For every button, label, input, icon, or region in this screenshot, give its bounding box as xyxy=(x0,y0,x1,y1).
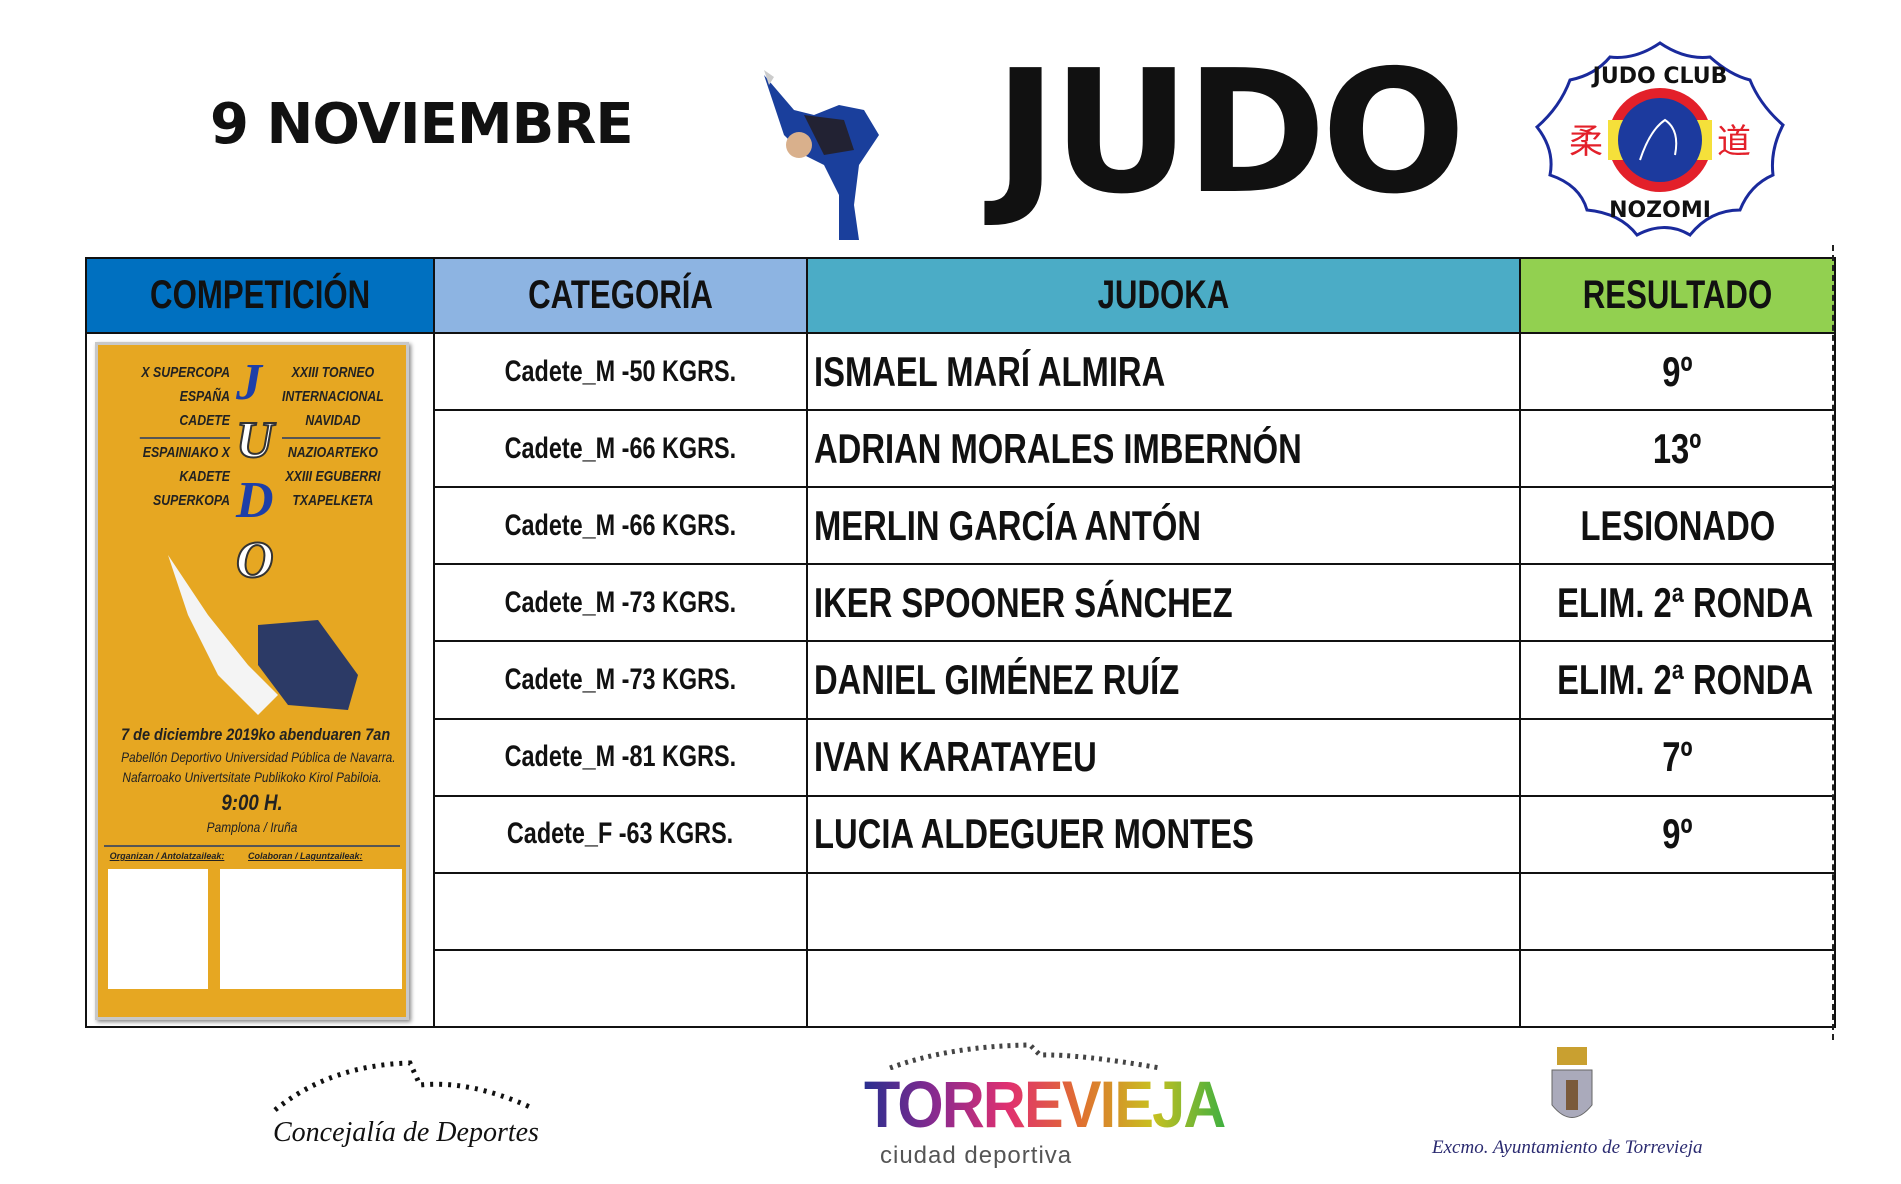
category-cell: Cadete_M -50 KGRS. xyxy=(433,331,808,412)
result-cell: 9º xyxy=(1519,794,1836,874)
page-title: JUDO xyxy=(994,34,1466,232)
judoka-cell: DANIEL GIMÉNEZ RUÍZ xyxy=(806,640,1521,720)
poster-venue-eu: Nafarroako Univertsitate Publikoko Kirol… xyxy=(122,769,382,785)
poster-letter-u: U xyxy=(235,412,275,469)
result-cell: 9º xyxy=(1519,331,1836,412)
category-cell: Cadete_M -73 KGRS. xyxy=(433,640,808,720)
coat-of-arms-icon xyxy=(1551,1047,1593,1118)
poster-cell: X SUPERCOPA ESPAÑA CADETE ESPAINIAKO X KADE… xyxy=(85,332,435,1028)
poster-organizer-logos xyxy=(108,869,208,989)
table-row: Cadete_M -66 KGRS. ADRIAN MORALES IMBERNÓ… xyxy=(86,409,1836,489)
judoka-cell: IKER SPOONER SÁNCHEZ xyxy=(806,563,1521,643)
ayuntamiento-torrevieja-logo: Excmo. Ayuntamiento de Torrevieja xyxy=(1430,1045,1720,1165)
judoka-cell xyxy=(806,948,1521,1029)
result-cell: ELIM. 2ª RONDA xyxy=(1519,640,1836,720)
result-cell xyxy=(1519,948,1836,1029)
club-logo-bottom-text: NOZOMI xyxy=(1609,198,1711,223)
result-cell: ELIM. 2ª RONDA xyxy=(1519,563,1836,643)
judoka-cell xyxy=(806,871,1521,951)
poster-judokas-illustration xyxy=(168,555,358,715)
table-header-row: COMPETICIÓN CATEGORÍA JUDOKA RESULTADO xyxy=(85,257,1836,334)
category-cell: Cadete_M -81 KGRS. xyxy=(433,717,808,797)
poster-left-lines: X SUPERCOPA ESPAÑA CADETE ESPAINIAKO X KADE… xyxy=(139,364,230,509)
category-cell xyxy=(433,871,808,951)
judoka-cell: IVAN KARATAYEU xyxy=(806,717,1521,797)
club-logo-top-text: JUDO CLUB xyxy=(1591,64,1728,89)
category-cell: Cadete_M -73 KGRS. xyxy=(433,563,808,643)
torrevieja-ciudad-deportiva-logo: TORREVIEJA ciudad deportiva xyxy=(860,1040,1226,1180)
poster-letter-d: D xyxy=(236,472,274,529)
header-competicion: COMPETICIÓN xyxy=(85,257,435,334)
result-cell: 7º xyxy=(1519,717,1836,797)
competition-poster: X SUPERCOPA ESPAÑA CADETE ESPAINIAKO X KADE… xyxy=(95,342,409,1020)
poster-collaborators-label: Colaboran / Laguntzaileak: xyxy=(248,851,363,861)
poster-city: Pamplona / Iruña xyxy=(206,819,298,835)
result-cell: 13º xyxy=(1519,409,1836,489)
category-cell: Cadete_F -63 KGRS. xyxy=(433,794,808,874)
header-categoria: CATEGORÍA xyxy=(433,257,808,334)
results-table: COMPETICIÓN CATEGORÍA JUDOKA RESULTADO X… xyxy=(85,257,1836,1029)
judoka-cell: ISMAEL MARÍ ALMIRA xyxy=(806,331,1521,412)
table-row: Cadete_M -73 KGRS. IKER SPOONER SÁNCHEZ EL… xyxy=(86,563,1836,643)
judoka-cell: ADRIAN MORALES IMBERNÓN xyxy=(806,409,1521,489)
table-row xyxy=(86,948,1836,1029)
poster-letter-o: O xyxy=(235,532,275,589)
poster-date: 7 de diciembre 2019ko abenduaren 7an xyxy=(121,725,391,744)
club-logo-nozomi: JUDO CLUB NOZOMI 柔 道 xyxy=(1534,41,1785,237)
concejalia-deportes-logo: Concejalía de Deportes xyxy=(270,1045,540,1165)
category-cell: Cadete_M -66 KGRS. xyxy=(433,409,808,489)
result-cell: LESIONADO xyxy=(1519,486,1836,566)
table-row: Cadete_M -73 KGRS. DANIEL GIMÉNEZ RUÍZ ELI… xyxy=(86,640,1836,720)
table-row xyxy=(86,871,1836,951)
poster-letter-j: J xyxy=(236,354,262,411)
event-date: 9 NOVIEMBRE xyxy=(210,92,634,157)
judoka-photo xyxy=(764,70,879,240)
judoka-cell: LUCIA ALDEGUER MONTES xyxy=(806,794,1521,874)
poster-time: 9:00 H. xyxy=(221,790,283,815)
category-cell: Cadete_M -66 KGRS. xyxy=(433,486,808,566)
table-row: Cadete_M -66 KGRS. MERLIN GARCÍA ANTÓN LES… xyxy=(86,486,1836,566)
kanji-ju: 柔 xyxy=(1569,123,1603,161)
poster-venue-es: Pabellón Deportivo Universidad Pública d… xyxy=(121,749,396,765)
kanji-do: 道 xyxy=(1717,123,1751,161)
table-row: Cadete_M -81 KGRS. IVAN KARATAYEU 7º xyxy=(86,717,1836,797)
category-cell xyxy=(433,948,808,1029)
poster-right-lines: XXIII TORNEO INTERNACIONAL NAVIDAD NAZIOAR… xyxy=(282,364,384,509)
header-resultado: RESULTADO xyxy=(1519,257,1836,334)
judoka-cell: MERLIN GARCÍA ANTÓN xyxy=(806,486,1521,566)
table-row: Cadete_F -63 KGRS. LUCIA ALDEGUER MONTES 9… xyxy=(86,794,1836,874)
dashed-border xyxy=(1832,245,1834,1040)
table-row: X SUPERCOPA ESPAÑA CADETE ESPAINIAKO X KADE… xyxy=(85,331,1836,1028)
poster-sponsor-logos xyxy=(220,869,402,989)
header-judoka: JUDOKA xyxy=(806,257,1521,334)
poster-organizers-label: Organizan / Antolatzaileak: xyxy=(109,851,225,861)
result-cell xyxy=(1519,871,1836,951)
